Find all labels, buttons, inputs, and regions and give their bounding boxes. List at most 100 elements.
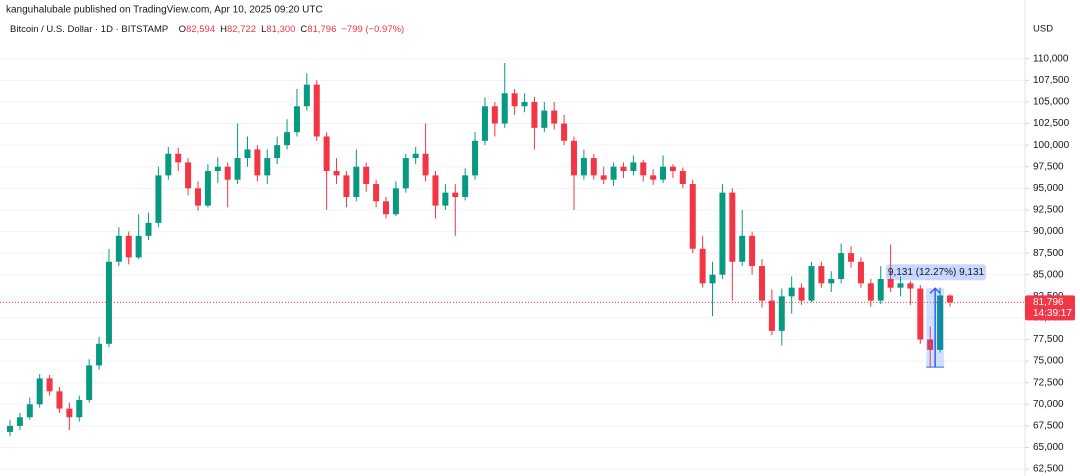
y-tick-label: 85,000 (1033, 269, 1064, 280)
candle-body (313, 84, 320, 137)
ohlc-key: H (220, 24, 227, 35)
candle-body (749, 235, 756, 267)
candle-body (442, 192, 449, 206)
y-tick-label: 107,500 (1033, 75, 1070, 86)
candle-body (224, 166, 231, 180)
candle-body (244, 149, 251, 159)
candle-body (640, 162, 647, 176)
candle-body (402, 158, 409, 189)
candle-body (264, 158, 271, 176)
candle-body (175, 153, 182, 163)
candle-body (660, 166, 667, 180)
candle-body (36, 378, 43, 405)
candle-body (838, 253, 845, 280)
y-tick-label: 97,500 (1033, 161, 1064, 172)
candle-body (937, 295, 944, 350)
ohlc-value: 82,722 (227, 24, 256, 35)
candle-body (729, 192, 736, 262)
candle-body (669, 166, 676, 172)
candle-body (303, 84, 310, 107)
candle-body (877, 279, 884, 301)
candle-body (897, 283, 904, 288)
y-tick-label: 70,000 (1033, 399, 1064, 410)
y-tick-label: 105,000 (1033, 97, 1070, 108)
candle-body (66, 408, 73, 418)
change: −799 (−0.97%) (341, 24, 404, 35)
candle-body (551, 110, 558, 124)
candle-body (284, 132, 291, 146)
y-tick-label: 72,500 (1033, 377, 1064, 388)
y-tick-label: 92,500 (1033, 205, 1064, 216)
candle-body (739, 235, 746, 262)
y-tick-label: 110,000 (1033, 53, 1069, 64)
candle-body (927, 339, 934, 350)
candle-body (699, 248, 706, 284)
candle-body (76, 399, 83, 418)
currency: USD (1033, 24, 1053, 35)
candle-body (867, 283, 874, 301)
y-tick-label: 75,000 (1033, 356, 1064, 367)
candle-body (432, 175, 439, 206)
candle-body (412, 153, 419, 159)
last-price-box (1025, 295, 1075, 321)
candle-body (422, 153, 429, 176)
candle-body (511, 93, 518, 107)
candle-body (125, 235, 132, 258)
candle-body (501, 93, 508, 124)
candle-body (650, 175, 657, 180)
candle-body (86, 365, 93, 400)
candle-body (343, 175, 350, 197)
candle-body (848, 253, 855, 262)
candle-body (195, 188, 201, 206)
candle-body (561, 123, 568, 141)
candle-body (115, 235, 122, 262)
candle-body (907, 283, 914, 289)
candle-body (600, 175, 607, 180)
publisher-line: kanguhalubale published on TradingView.c… (6, 5, 323, 16)
candle-body (254, 149, 261, 176)
candle-body (383, 201, 389, 215)
y-tick-label: 87,500 (1033, 248, 1064, 259)
y-tick-label: 100,000 (1033, 140, 1070, 151)
countdown-label: 14:39:17 (1033, 308, 1072, 319)
candle-body (610, 166, 617, 180)
candle-body (7, 425, 13, 432)
candle-body (16, 417, 23, 426)
candle-body (472, 140, 479, 176)
candle-body (778, 296, 785, 331)
candle-body (363, 166, 370, 184)
candle-body (204, 171, 211, 206)
candle-body (56, 391, 63, 409)
ohlc-value: 81,796 (307, 24, 336, 35)
candle-body (719, 192, 726, 275)
candle-body (857, 261, 864, 284)
candle-body (689, 184, 696, 249)
candle-body (828, 279, 835, 284)
candle-body (887, 279, 894, 288)
ohlc-key: O (179, 24, 186, 35)
last-price-label: 81,796 (1033, 297, 1064, 308)
candle-body (521, 101, 528, 107)
candle-body (135, 235, 142, 258)
candle-body (333, 171, 340, 176)
candle-body (571, 140, 577, 176)
candle-body (462, 175, 469, 197)
candle-body (214, 166, 221, 172)
ohlc-key: C (300, 24, 307, 35)
grid (0, 58, 1025, 470)
candle-body (185, 162, 192, 189)
candle-body (145, 222, 152, 236)
candle-body (353, 166, 360, 197)
candle-body (798, 287, 805, 301)
candle-body (630, 162, 637, 172)
candle-body (788, 287, 795, 297)
y-tick-label: 95,000 (1033, 183, 1064, 194)
y-tick-label: 65,000 (1033, 442, 1064, 453)
candle-body (759, 266, 765, 301)
candle-body (818, 266, 825, 284)
y-tick-label: 102,500 (1033, 118, 1070, 129)
ohlc-value: 82,594 (186, 24, 215, 35)
candle-body (392, 188, 399, 215)
candle-body (491, 106, 498, 124)
